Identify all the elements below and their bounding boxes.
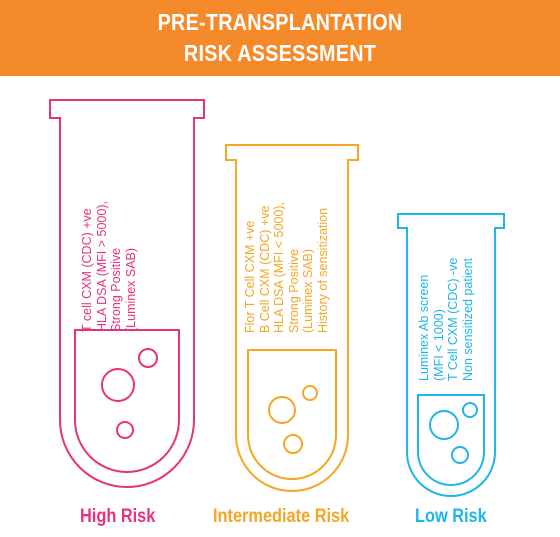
intermediate-risk-liquid-outline: [247, 349, 337, 480]
high-risk-criterion: HLA DSA (MFI > 5000),: [94, 201, 109, 332]
intermediate-risk-bubble-large: [268, 396, 296, 424]
low-risk-liquid-outline: [417, 394, 485, 486]
intermediate-risk-criterion: Flor T Cell CXM +ve: [243, 220, 257, 333]
high-risk-criteria: T cell CXM (CDC) +ve HLA DSA (MFI > 5000)…: [80, 201, 138, 332]
intermediate-risk-criterion: Strong Positive: [286, 248, 301, 333]
high-risk-tube: [49, 99, 205, 488]
high-risk-criterion: T cell CXM (CDC) +ve: [80, 208, 94, 332]
high-risk-bubble-medium: [138, 348, 158, 368]
intermediate-risk-tube-outline: [225, 144, 359, 492]
intermediate-risk-criterion: HLA DSA (MFI < 5000),: [272, 202, 286, 333]
high-risk-criterion: (Luminex SAB): [123, 247, 138, 332]
intermediate-risk-criterion: History of sensitization: [315, 207, 330, 333]
high-risk-criterion: Strong Positive: [109, 247, 123, 332]
intermediate-risk-tube: [225, 144, 359, 492]
low-risk-criterion: T Cell CXM (CDC) -ve: [446, 257, 460, 381]
low-risk-criteria: Luminex Ab screen (MFI < 1000) T Cell CXM …: [417, 258, 475, 381]
low-risk-label: Low Risk: [415, 506, 487, 527]
intermediate-risk-bubble-small: [283, 434, 303, 454]
low-risk-criterion: Non sensitized patient: [460, 258, 475, 381]
low-risk-bubble-medium: [462, 402, 478, 418]
low-risk-criterion: Luminex Ab screen: [417, 274, 431, 381]
intermediate-risk-bubble-medium: [302, 385, 318, 401]
high-risk-label: High Risk: [80, 506, 156, 527]
high-risk-bubble-small: [116, 421, 134, 439]
title-banner: PRE-TRANSPLANTATION RISK ASSESSMENT: [0, 0, 560, 76]
low-risk-tube-outline: [397, 213, 505, 497]
intermediate-risk-criteria: Flor T Cell CXM +ve B Cell CXM (CDC) +ve H…: [243, 202, 330, 333]
title-line-2: RISK ASSESSMENT: [183, 40, 377, 66]
high-risk-liquid-outline: [74, 329, 180, 473]
low-risk-criterion: (MFI < 1000): [431, 309, 446, 381]
low-risk-bubble-small: [451, 446, 469, 464]
intermediate-risk-criterion: B Cell CXM (CDC) +ve: [257, 205, 272, 333]
high-risk-bubble-large: [101, 368, 135, 402]
high-risk-tube-outline: [49, 99, 205, 488]
low-risk-bubble-large: [429, 410, 459, 440]
intermediate-risk-label: Intermediate Risk: [213, 506, 350, 527]
low-risk-tube: [397, 213, 505, 497]
intermediate-risk-criterion: (Luminex SAB): [301, 248, 315, 333]
title-line-1: PRE-TRANSPLANTATION: [157, 9, 403, 35]
